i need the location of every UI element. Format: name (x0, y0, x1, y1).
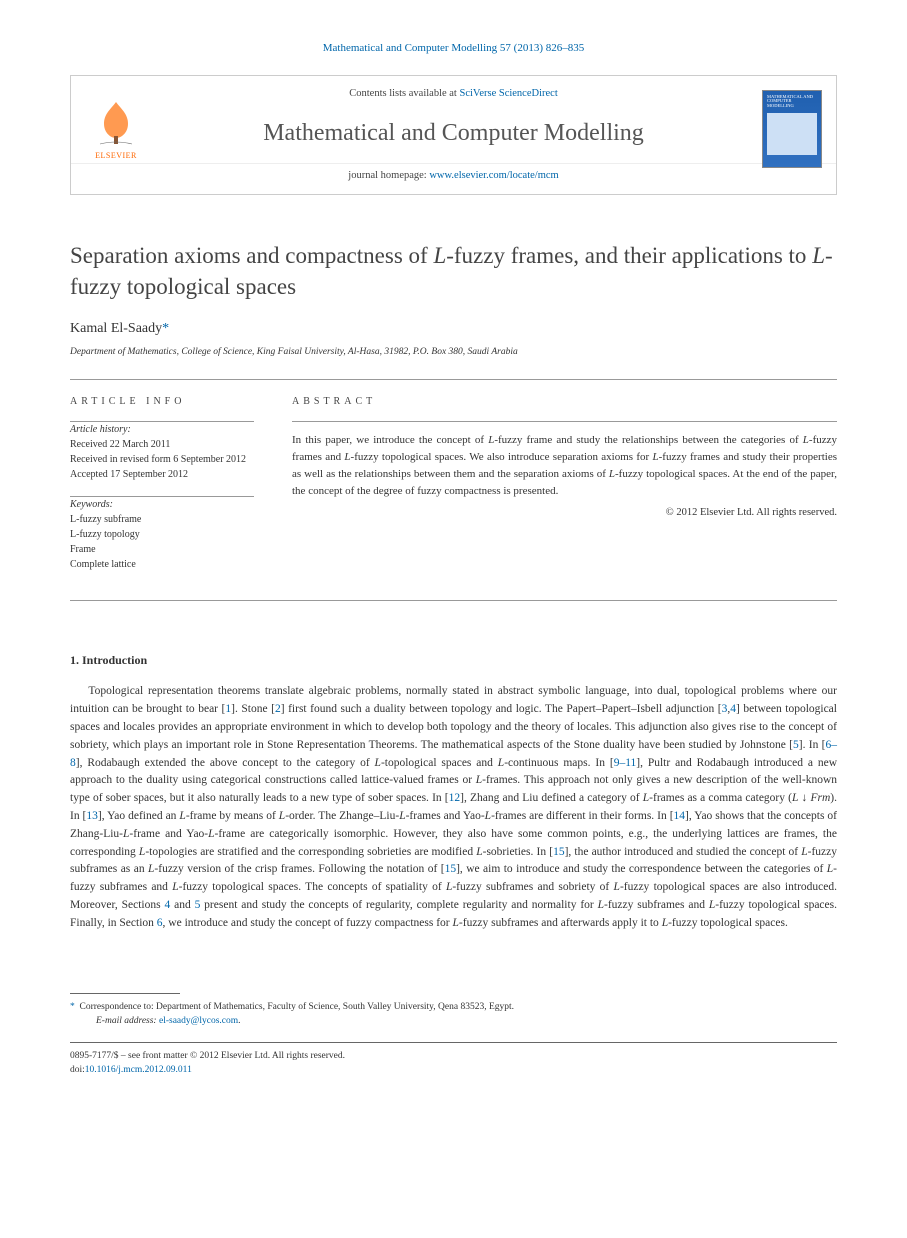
doi-link[interactable]: 10.1016/j.mcm.2012.09.011 (85, 1065, 192, 1075)
top-citation: Mathematical and Computer Modelling 57 (… (70, 40, 837, 57)
citation-link[interactable]: Mathematical and Computer Modelling 57 (… (323, 42, 585, 54)
info-abstract-row: ARTICLE INFO Article history: Received 2… (70, 379, 837, 601)
corr-prefix: Correspondence to: (80, 1002, 157, 1012)
issn-line: 0895-7177/$ – see front matter © 2012 El… (70, 1049, 837, 1063)
keyword-2: L-fuzzy topology (70, 527, 254, 542)
history-accepted: Accepted 17 September 2012 (70, 467, 254, 482)
doi-label: doi: (70, 1065, 85, 1075)
corr-text: Department of Mathematics, Faculty of Sc… (156, 1002, 514, 1012)
keyword-3: Frame (70, 542, 254, 557)
section-heading-intro: 1. Introduction (70, 651, 837, 669)
abstract-heading: ABSTRACT (292, 394, 837, 409)
history-received: Received 22 March 2011 (70, 437, 254, 452)
abstract-text: In this paper, we introduce the concept … (292, 432, 837, 500)
article-info-heading: ARTICLE INFO (70, 394, 254, 409)
email-link[interactable]: el-saady@lycos.com (159, 1016, 238, 1026)
author-name: Kamal El-Saady (70, 321, 162, 336)
keywords-block: Keywords: L-fuzzy subframe L-fuzzy topol… (70, 497, 254, 572)
authors-line: Kamal El-Saady* (70, 318, 837, 339)
bottom-rule (70, 1042, 837, 1043)
homepage-line: journal homepage: www.elsevier.com/locat… (71, 163, 836, 194)
homepage-prefix: journal homepage: (348, 170, 429, 181)
footnote-star: * (70, 1002, 75, 1012)
abstract-divider (292, 421, 837, 422)
doi-line: doi:10.1016/j.mcm.2012.09.011 (70, 1063, 837, 1077)
elsevier-logo-text: ELSEVIER (95, 150, 137, 162)
elsevier-tree-icon (90, 96, 142, 148)
keyword-4: Complete lattice (70, 557, 254, 572)
sciencedirect-link[interactable]: SciVerse ScienceDirect (459, 88, 557, 99)
intro-paragraph: Topological representation theorems tran… (70, 683, 837, 932)
article-title: Separation axioms and compactness of L-f… (70, 240, 837, 302)
history-label: Article history: (70, 422, 254, 437)
journal-cover-thumb[interactable]: MATHEMATICAL AND COMPUTER MODELLING (762, 90, 822, 168)
contents-line: Contents lists available at SciVerse Sci… (71, 76, 836, 110)
author-corr-star[interactable]: * (162, 321, 169, 336)
journal-thumb-preview (767, 113, 817, 155)
affiliation: Department of Mathematics, College of Sc… (70, 345, 837, 359)
email-label: E-mail address: (96, 1016, 157, 1026)
abstract-column: ABSTRACT In this paper, we introduce the… (270, 380, 837, 600)
homepage-link[interactable]: www.elsevier.com/locate/mcm (429, 170, 558, 181)
keyword-1: L-fuzzy subframe (70, 512, 254, 527)
journal-name: Mathematical and Computer Modelling (71, 109, 836, 163)
email-footnote: E-mail address: el-saady@lycos.com. (70, 1014, 837, 1028)
history-revised: Received in revised form 6 September 201… (70, 452, 254, 467)
article-info-column: ARTICLE INFO Article history: Received 2… (70, 380, 270, 600)
footnote-rule (70, 993, 180, 994)
contents-prefix: Contents lists available at (349, 88, 459, 99)
keywords-label: Keywords: (70, 497, 254, 512)
article-history: Article history: Received 22 March 2011 … (70, 422, 254, 482)
journal-thumb-title: MATHEMATICAL AND COMPUTER MODELLING (767, 95, 817, 110)
copyright-block: 0895-7177/$ – see front matter © 2012 El… (70, 1049, 837, 1078)
journal-header-box: ELSEVIER MATHEMATICAL AND COMPUTER MODEL… (70, 75, 837, 196)
corresponding-footnote: * Correspondence to: Department of Mathe… (70, 1000, 837, 1014)
elsevier-logo[interactable]: ELSEVIER (85, 90, 147, 162)
abstract-copyright: © 2012 Elsevier Ltd. All rights reserved… (292, 505, 837, 521)
